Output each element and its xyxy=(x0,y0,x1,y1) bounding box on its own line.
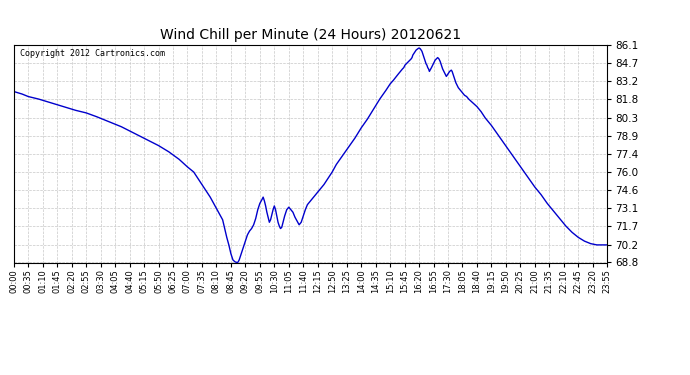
Text: Copyright 2012 Cartronics.com: Copyright 2012 Cartronics.com xyxy=(20,50,165,58)
Title: Wind Chill per Minute (24 Hours) 20120621: Wind Chill per Minute (24 Hours) 2012062… xyxy=(160,28,461,42)
